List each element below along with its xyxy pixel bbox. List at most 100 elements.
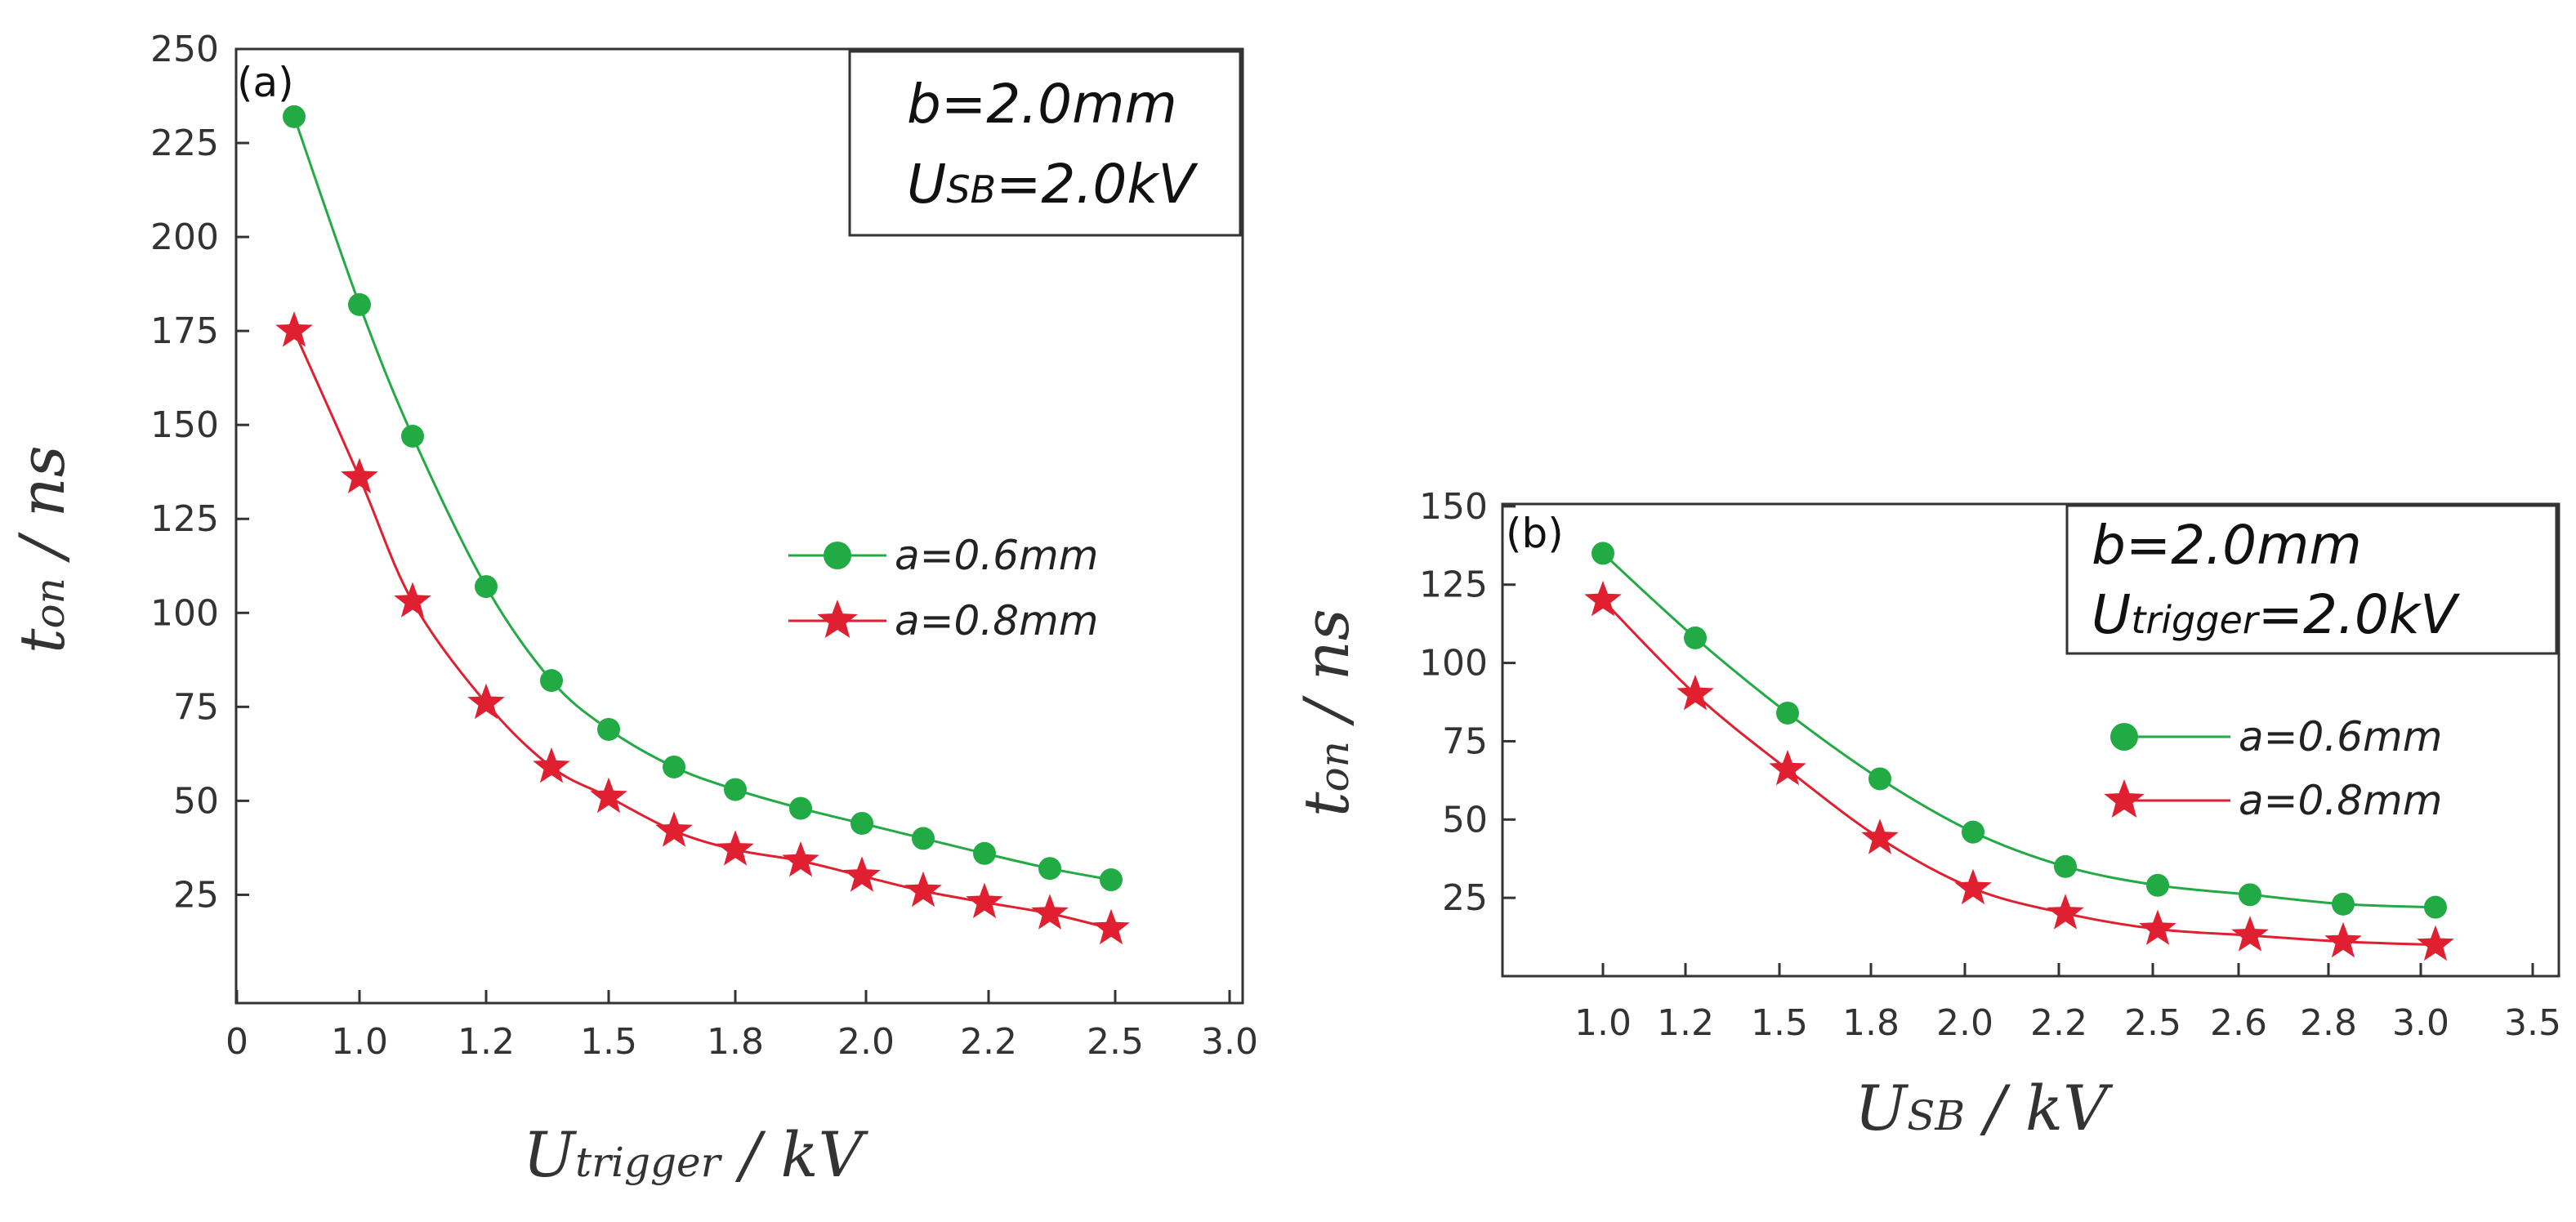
point-b-s0-9 (2424, 895, 2447, 919)
point-b-s0-6 (2146, 873, 2169, 897)
series-line-b-0 (1601, 552, 2436, 909)
x-tick-label-a-1: 1.0 (331, 1021, 388, 1063)
point-a-s0-5 (597, 717, 620, 741)
x-tick-label-b-2: 1.5 (1751, 1002, 1808, 1044)
point-b-s0-7 (2239, 883, 2261, 907)
y-tick-label-a-175: 175 (150, 310, 219, 352)
legend-label-a08-b: a=0.8mm (2239, 777, 2442, 824)
y-tick-label-b-150: 150 (1419, 486, 1488, 528)
x-axis-ticks-a: 0 1.0 1.2 1.5 1.8 2.0 2.2 2.5 3.0 (225, 990, 1258, 1063)
annotation-line1-b: b=2.0mm (2092, 514, 2362, 577)
x-tick-label-b-4: 2.0 (1936, 1002, 1993, 1044)
legend-marker-a08-a (817, 600, 858, 638)
x-tick-label-b-0: 1.0 (1574, 1002, 1632, 1044)
annotation-line2-rest-a: =2.0kV (996, 153, 1198, 216)
y-axis-title-main-b: t (1290, 792, 1363, 817)
point-a-s0-10 (912, 827, 935, 850)
y-tick-label-a-200: 200 (150, 216, 219, 258)
series-line-a-0 (292, 116, 1112, 881)
chart-panel-b: 25 50 75 100 125 150 1.0 1.2 1.5 1.8 2.0 2.2 2.5 2.6… (1290, 486, 2561, 1144)
legend-a: a=0.6mm a=0.8mm (788, 532, 1098, 644)
point-a-s0-3 (475, 575, 498, 599)
point-a-s0-12 (1038, 857, 1061, 881)
point-a-s1-5 (590, 777, 627, 814)
point-b-s1-6 (2139, 909, 2176, 945)
point-b-s1-8 (2324, 921, 2362, 958)
annotation-line2-sub-b: trigger (2131, 598, 2260, 642)
point-b-s1-0 (1584, 580, 1622, 617)
plot-frame-a (234, 47, 1244, 1005)
x-axis-title-rest-a: / kV (721, 1118, 869, 1191)
point-a-s1-1 (341, 457, 378, 493)
y-tick-label-a-150: 150 (150, 404, 219, 446)
point-a-s0-6 (663, 755, 685, 778)
point-a-s1-4 (533, 747, 570, 783)
y-axis-title-rest-a: / ns (6, 445, 78, 578)
point-b-s1-2 (1769, 750, 1806, 786)
point-a-s0-8 (789, 796, 812, 820)
panel-label-a: (a) (237, 59, 294, 106)
annotation-line2-sub-a: SB (946, 167, 996, 212)
x-axis-title-sub-b: SB (1907, 1092, 1965, 1139)
x-tick-label-b-6: 2.5 (2124, 1002, 2181, 1044)
x-tick-label-a-5: 2.0 (837, 1021, 895, 1063)
y-tick-label-a-25: 25 (173, 874, 219, 916)
x-axis-ticks-b: 1.0 1.2 1.5 1.8 2.0 2.2 2.5 2.6 2.8 3.0 3.5 (1574, 963, 2561, 1044)
y-axis-title-main-a: t (6, 628, 78, 653)
legend-label-a08-a: a=0.8mm (895, 597, 1098, 644)
x-tick-label-b-9: 3.0 (2392, 1002, 2449, 1044)
legend-label-a06-a: a=0.6mm (895, 532, 1098, 579)
legend-marker-a08-b (2104, 779, 2145, 818)
point-b-s1-9 (2417, 925, 2454, 961)
y-axis-title-sub-a: on (26, 578, 74, 628)
point-b-s1-7 (2231, 916, 2269, 952)
x-tick-label-b-1: 1.2 (1657, 1002, 1714, 1044)
y-tick-label-b-25: 25 (1442, 877, 1488, 919)
annotation-line2-rest-b: =2.0kV (2258, 583, 2460, 646)
x-tick-label-b-10: 3.5 (2504, 1002, 2561, 1044)
legend-label-a06-b: a=0.6mm (2239, 713, 2442, 760)
y-axis-ticks-b: 25 50 75 100 125 150 (1419, 486, 1516, 919)
series-line-b-1 (1601, 599, 2436, 947)
point-a-s0-1 (348, 292, 371, 316)
point-a-s1-11 (966, 882, 1003, 919)
x-tick-label-b-8: 2.8 (2300, 1002, 2357, 1044)
y-axis-title-sub-b: on (1310, 741, 1358, 792)
x-axis-title-main-b: U (1855, 1072, 1909, 1144)
x-axis-title-a: Utrigger / kV (523, 1118, 869, 1191)
x-tick-label-a-8: 3.0 (1201, 1021, 1258, 1063)
point-a-s0-7 (724, 778, 747, 801)
x-axis-title-rest-b: / kV (1965, 1072, 2114, 1144)
y-axis-title-rest-b: / ns (1290, 609, 1363, 741)
point-a-s0-2 (401, 424, 424, 448)
point-b-s0-4 (1962, 820, 1984, 844)
x-tick-label-a-6: 2.2 (960, 1021, 1017, 1063)
point-a-s0-9 (850, 811, 873, 835)
legend-marker-a06-a (824, 542, 851, 569)
point-b-s1-5 (2047, 894, 2084, 930)
y-tick-label-b-100: 100 (1419, 643, 1488, 685)
y-tick-label-a-100: 100 (150, 592, 219, 634)
point-a-s1-6 (655, 811, 693, 847)
y-tick-label-a-75: 75 (173, 686, 219, 728)
point-a-s0-4 (540, 669, 563, 693)
point-a-s1-3 (467, 683, 505, 720)
point-a-s1-12 (1031, 894, 1069, 930)
point-b-s0-2 (1776, 701, 1799, 725)
chart-panel-a: 25 50 75 100 125 150 175 200 225 250 0 1.0 1.2 1.5 1.… (6, 29, 1258, 1191)
y-axis-title-b: ton / ns (1290, 609, 1363, 817)
y-tick-label-a-50: 50 (173, 780, 219, 822)
y-tick-label-b-125: 125 (1419, 564, 1488, 606)
y-axis-title-a: ton / ns (6, 445, 78, 653)
x-tick-label-b-3: 1.8 (1842, 1002, 1900, 1044)
y-axis-ticks-a: 25 50 75 100 125 150 175 200 225 250 (150, 29, 249, 916)
point-a-s1-10 (904, 871, 942, 908)
x-axis-title-sub-a: trigger (575, 1139, 723, 1186)
x-tick-label-b-7: 2.6 (2210, 1002, 2267, 1044)
x-tick-label-a-4: 1.8 (707, 1021, 764, 1063)
y-tick-label-a-125: 125 (150, 498, 219, 540)
series-group-b (1584, 542, 2454, 961)
annotation-line1-a: b=2.0mm (907, 73, 1177, 136)
annotation-box-a (848, 50, 1242, 237)
